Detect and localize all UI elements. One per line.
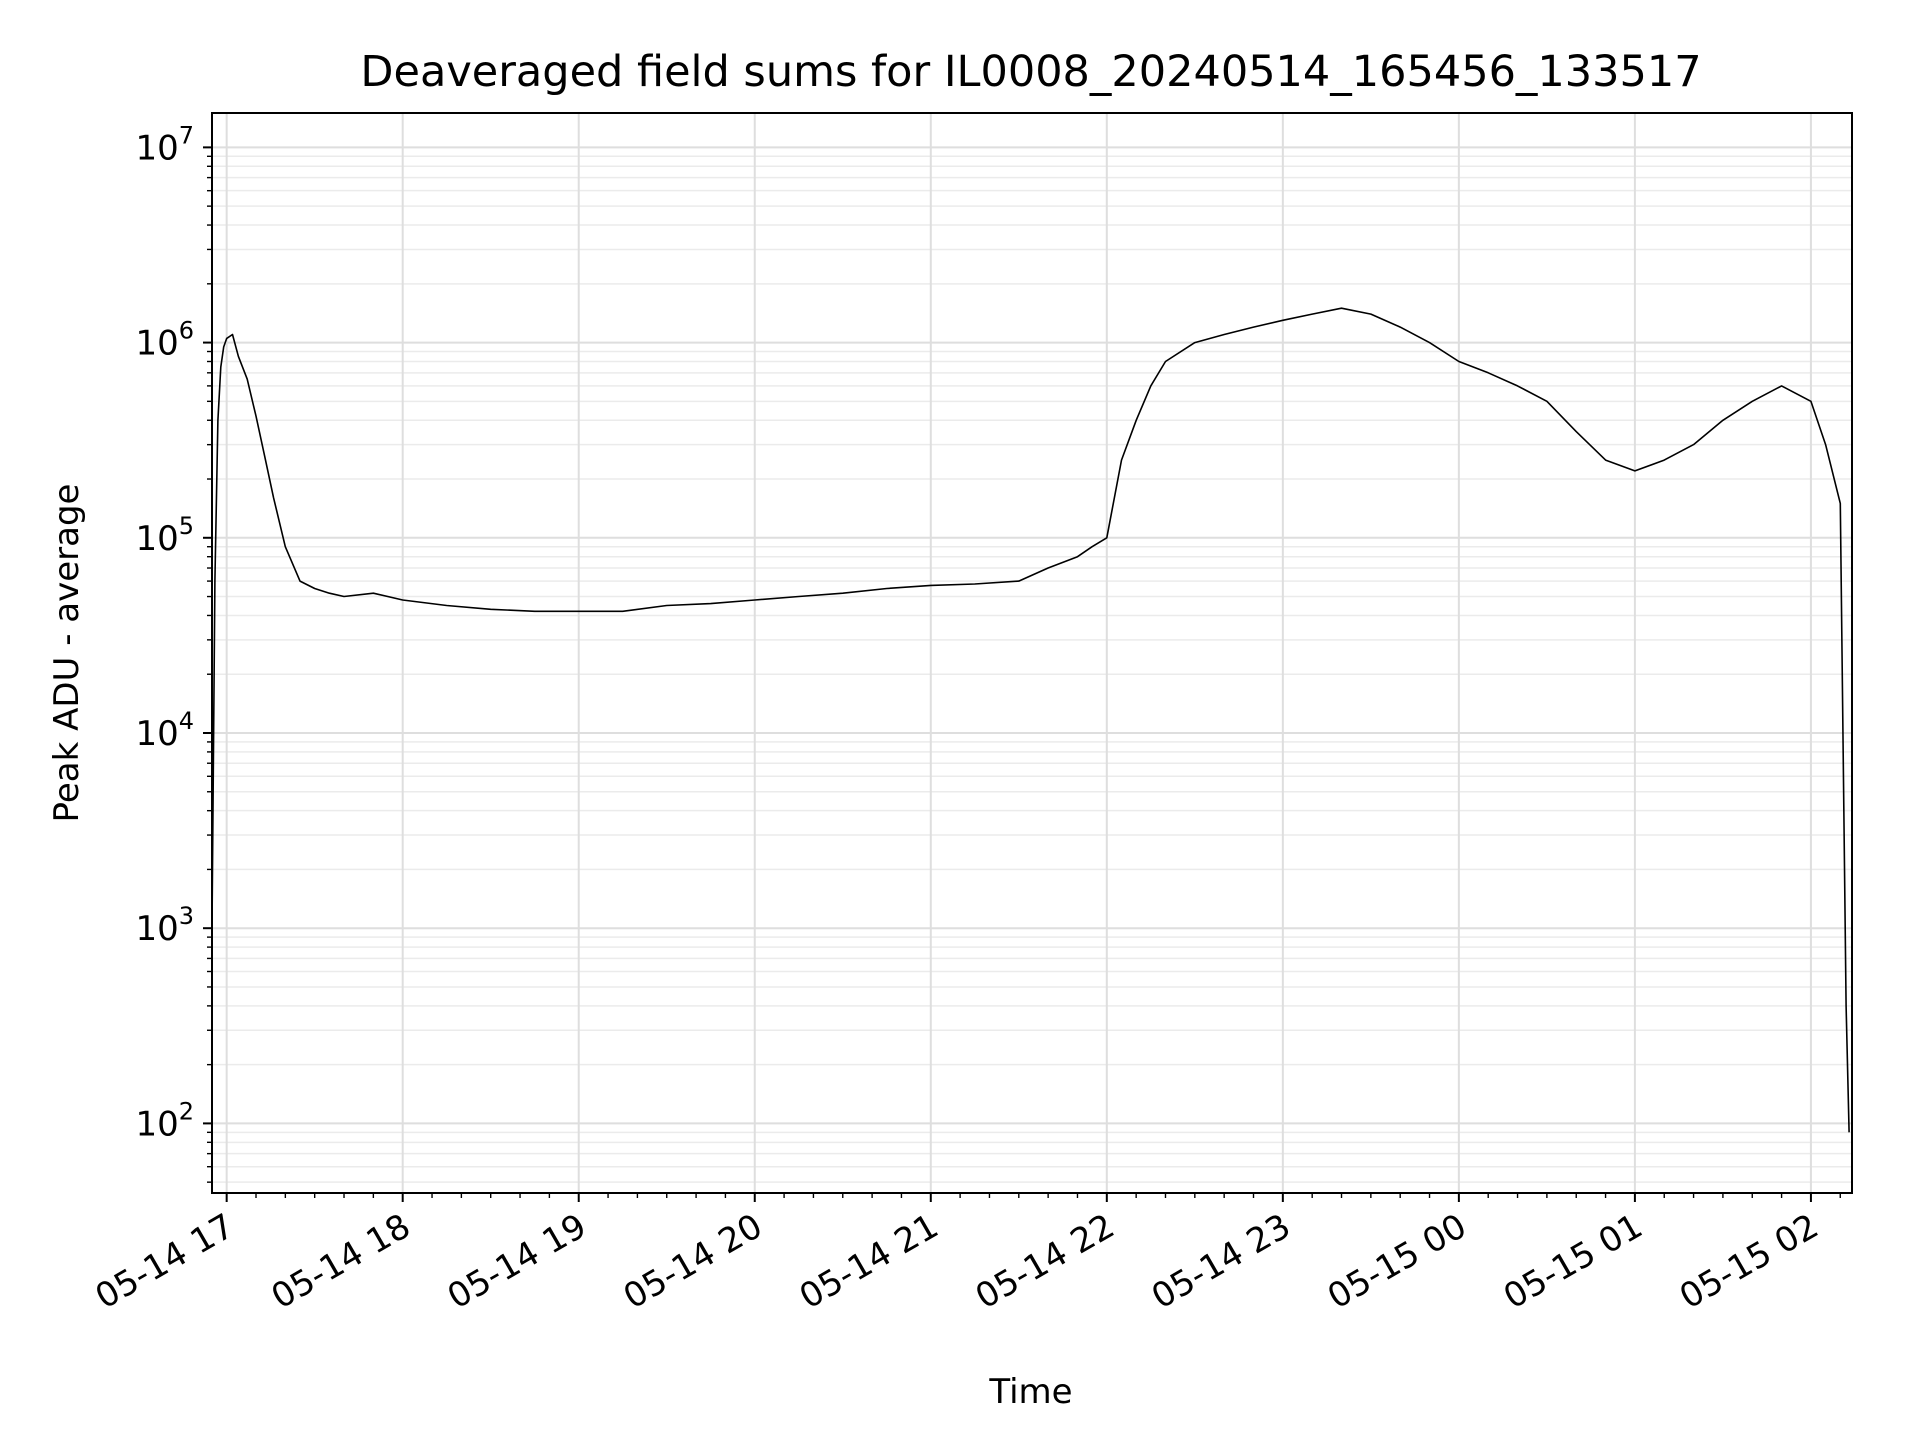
y-tick-label-exponent: 6 <box>179 317 194 345</box>
y-tick-label: 106 <box>135 317 194 364</box>
y-tick-label: 102 <box>135 1097 194 1144</box>
x-axis-label: Time <box>988 1372 1072 1412</box>
y-tick-label-exponent: 7 <box>179 121 194 149</box>
axis-ticks <box>203 146 1841 1202</box>
y-tick-label-base: 10 <box>135 714 178 754</box>
series-line <box>211 307 1850 1133</box>
y-tick-label: 103 <box>135 902 194 949</box>
y-tick-label-exponent: 4 <box>179 707 194 735</box>
y-tick-label-base: 10 <box>135 128 178 168</box>
y-tick-label-base: 10 <box>135 324 178 364</box>
y-tick-label-base: 10 <box>135 1104 178 1144</box>
y-axis-label: Peak ADU - average <box>47 484 87 823</box>
y-tick-label: 105 <box>135 512 194 559</box>
y-tick-label: 104 <box>135 707 194 754</box>
data-series <box>211 307 1850 1133</box>
y-tick-label-base: 10 <box>135 519 178 559</box>
chart-title: Deaveraged field sums for IL0008_2024051… <box>360 47 1701 97</box>
plot-frame <box>211 112 1853 1194</box>
y-tick-label-exponent: 2 <box>179 1097 194 1125</box>
y-tick-label-exponent: 3 <box>179 902 194 930</box>
y-tick-label: 107 <box>135 121 194 168</box>
grid <box>212 113 1852 1193</box>
y-tick-label-base: 10 <box>135 909 178 949</box>
y-tick-label-exponent: 5 <box>179 512 194 540</box>
